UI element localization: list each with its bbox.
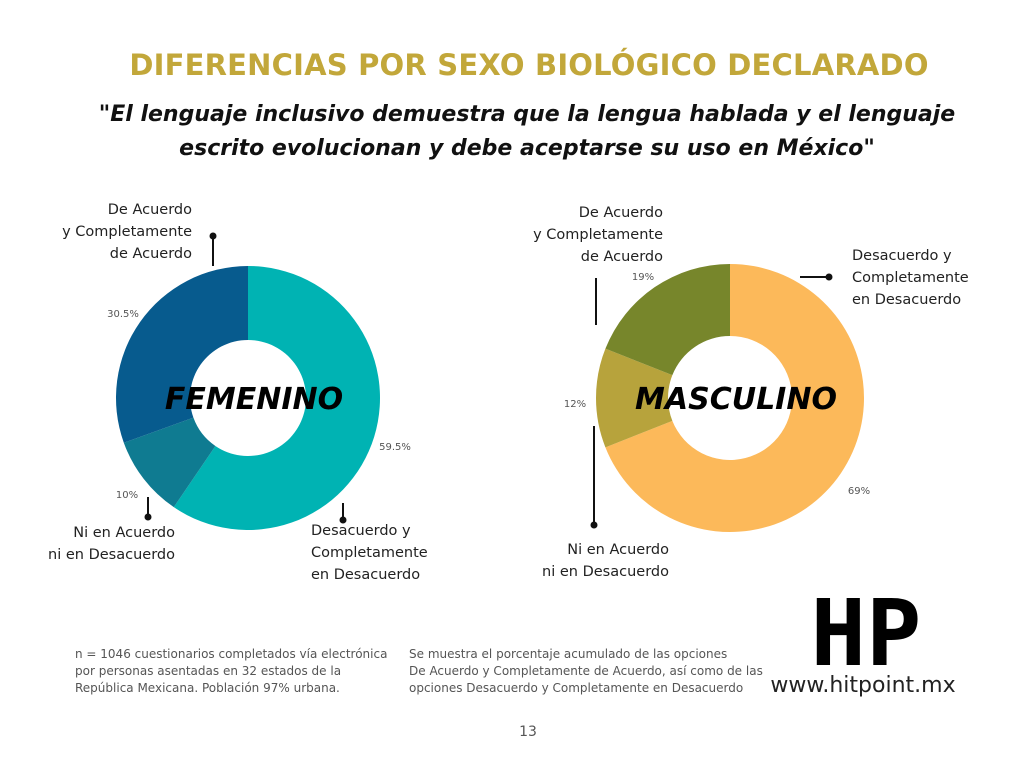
donut-slice xyxy=(596,348,673,448)
center-label: MASCULINO xyxy=(635,382,837,417)
value-label: 69% xyxy=(848,486,870,497)
category-label: De Acuerdo y Completamente de Acuerdo xyxy=(62,202,192,262)
donut-slice xyxy=(123,417,216,508)
leader-dot xyxy=(209,232,217,240)
leader-dot xyxy=(339,516,347,524)
donut-slice xyxy=(173,266,380,530)
value-label: 59.5% xyxy=(379,442,411,453)
donut-slice xyxy=(605,264,730,376)
title: DIFERENCIAS POR SEXO BIOLÓGICO DECLARADO xyxy=(129,48,929,82)
value-label: 30.5% xyxy=(107,309,139,320)
logo-url: www.hitpoint.mx xyxy=(770,673,955,698)
center-label: FEMENINO xyxy=(165,382,343,417)
value-label: 10% xyxy=(116,490,138,501)
page-number: 13 xyxy=(519,724,537,740)
category-label: Ni en Acuerdo ni en Desacuerdo xyxy=(542,542,669,580)
value-label: 19% xyxy=(632,272,654,283)
logo-mark: HP xyxy=(811,580,922,687)
category-label: Ni en Acuerdo ni en Desacuerdo xyxy=(48,525,175,563)
value-label: 12% xyxy=(564,399,586,410)
donut-slice xyxy=(115,266,248,443)
note: n = 1046 cuestionarios completados vía e… xyxy=(75,647,388,695)
category-label: Desacuerdo y Completamente en Desacuerdo xyxy=(852,248,969,308)
leader-dot xyxy=(144,513,152,521)
donut-slice xyxy=(605,264,865,532)
category-label: De Acuerdo y Completamente de Acuerdo xyxy=(533,205,663,265)
note: Se muestra el porcentaje acumulado de la… xyxy=(409,647,763,695)
leader-dot xyxy=(590,521,598,529)
leader-dot xyxy=(825,273,833,281)
subtitle: "El lenguaje inclusivo demuestra que la … xyxy=(98,102,956,161)
category-label: Desacuerdo y Completamente en Desacuerdo xyxy=(311,523,428,583)
